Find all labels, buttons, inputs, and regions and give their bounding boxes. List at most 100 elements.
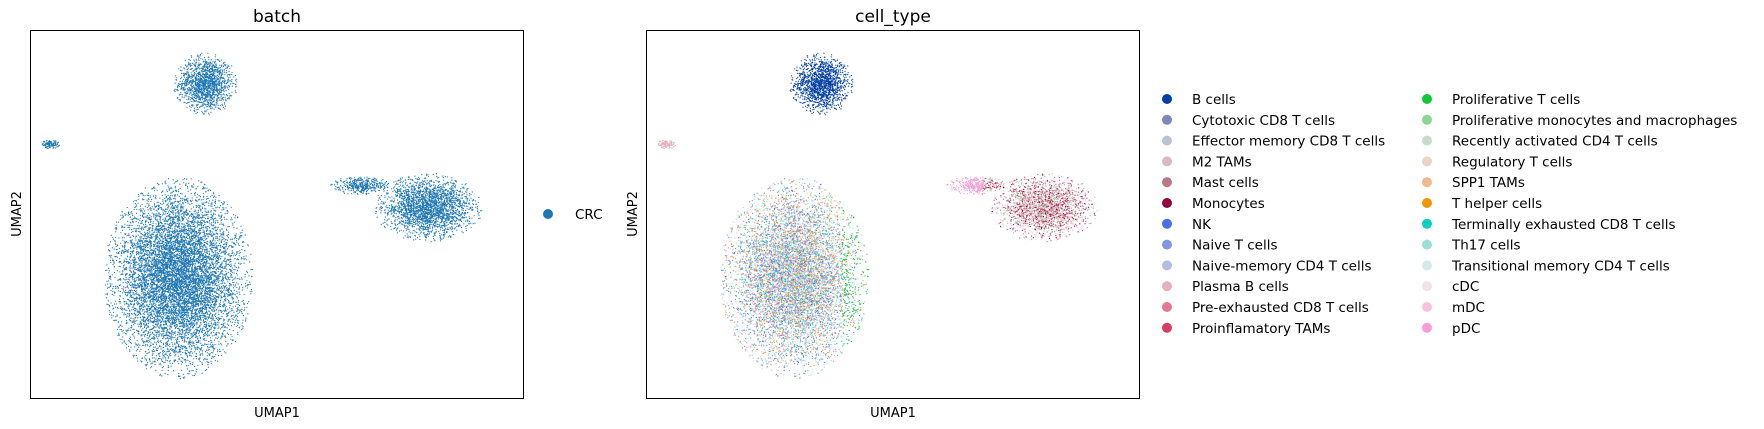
batch-point <box>212 318 214 321</box>
batch-point <box>243 256 245 258</box>
batch-point <box>209 73 211 76</box>
batch-point <box>186 80 188 83</box>
batch-point <box>170 303 172 305</box>
batch-point <box>236 282 238 284</box>
batch-point <box>209 76 211 78</box>
batch-point <box>223 103 226 105</box>
batch-point <box>228 225 230 228</box>
batch-point <box>231 74 233 76</box>
batch-point <box>216 91 218 93</box>
batch-point <box>180 93 182 95</box>
batch-point <box>249 261 251 263</box>
batch-point <box>188 74 190 76</box>
batch-point <box>142 334 144 336</box>
batch-point <box>226 66 228 68</box>
batch-point <box>198 64 200 66</box>
batch-point <box>124 246 126 248</box>
batch-point <box>154 325 156 328</box>
batch-point <box>217 97 220 99</box>
batch-point <box>162 213 165 215</box>
batch-point <box>129 266 131 268</box>
batch-point <box>182 82 184 84</box>
batch-point <box>210 96 212 99</box>
batch-point <box>224 71 226 73</box>
batch-point <box>221 72 223 74</box>
batch-point <box>211 101 213 103</box>
batch-point <box>122 229 124 231</box>
batch-point <box>142 260 144 262</box>
batch-point <box>228 88 230 91</box>
batch-point <box>231 79 233 81</box>
batch-point <box>218 72 220 74</box>
batch-point <box>195 88 197 90</box>
batch-point <box>212 83 214 85</box>
batch-point <box>55 140 57 142</box>
batch-point <box>243 294 245 296</box>
batch-point <box>160 191 163 193</box>
batch-point <box>139 217 141 219</box>
batch-point <box>152 257 154 259</box>
batch-point <box>140 304 142 306</box>
batch-point <box>181 254 183 256</box>
batch-point <box>190 72 192 74</box>
batch-point <box>144 195 146 197</box>
batch-point <box>206 187 208 189</box>
batch-point <box>188 96 190 98</box>
batch-point <box>219 92 221 94</box>
batch-point <box>203 78 205 80</box>
batch-point <box>172 219 175 221</box>
batch-point <box>202 231 204 233</box>
batch-point <box>235 215 237 217</box>
batch-point <box>184 95 186 97</box>
batch-point <box>183 87 185 89</box>
batch-point <box>212 88 214 91</box>
batch-point <box>190 201 193 203</box>
batch-point <box>214 70 216 72</box>
batch-point <box>52 143 54 145</box>
batch-point <box>189 87 191 89</box>
batch-point <box>206 65 208 67</box>
batch-point <box>242 327 244 329</box>
batch-point <box>223 62 225 64</box>
batch-point <box>156 319 158 321</box>
batch-point <box>125 295 128 297</box>
batch-point <box>200 199 202 201</box>
batch-point <box>210 100 212 102</box>
batch-point <box>223 80 226 82</box>
batch-point <box>135 239 137 241</box>
batch-point <box>203 188 205 190</box>
batch-point <box>146 363 148 365</box>
batch-point <box>106 292 108 294</box>
batch-point <box>220 94 222 96</box>
batch-point <box>135 200 138 202</box>
batch-point <box>217 83 219 85</box>
batch-point <box>212 352 214 354</box>
batch-point <box>209 300 211 302</box>
batch-point <box>191 370 193 372</box>
batch-point <box>200 229 202 231</box>
batch-point <box>126 283 128 285</box>
batch-point <box>197 75 199 77</box>
batch-point <box>220 241 222 243</box>
batch-point <box>199 86 201 88</box>
batch-point <box>223 87 225 89</box>
batch-point <box>170 339 173 341</box>
batch-point <box>56 146 58 148</box>
batch-point <box>192 324 194 326</box>
batch-point <box>213 70 215 72</box>
batch-point <box>183 200 186 202</box>
batch-point <box>218 80 220 83</box>
batch-point <box>173 202 175 204</box>
batch-point <box>232 267 234 269</box>
batch-point <box>232 302 234 304</box>
batch-point <box>133 324 135 326</box>
batch-point <box>166 341 168 343</box>
batch-point <box>208 340 210 343</box>
batch-point <box>217 100 219 102</box>
batch-point <box>217 270 219 273</box>
batch-point <box>212 234 214 236</box>
batch-point <box>201 346 203 348</box>
batch-point <box>205 82 207 84</box>
batch-point <box>232 315 234 317</box>
batch-point <box>246 287 248 289</box>
